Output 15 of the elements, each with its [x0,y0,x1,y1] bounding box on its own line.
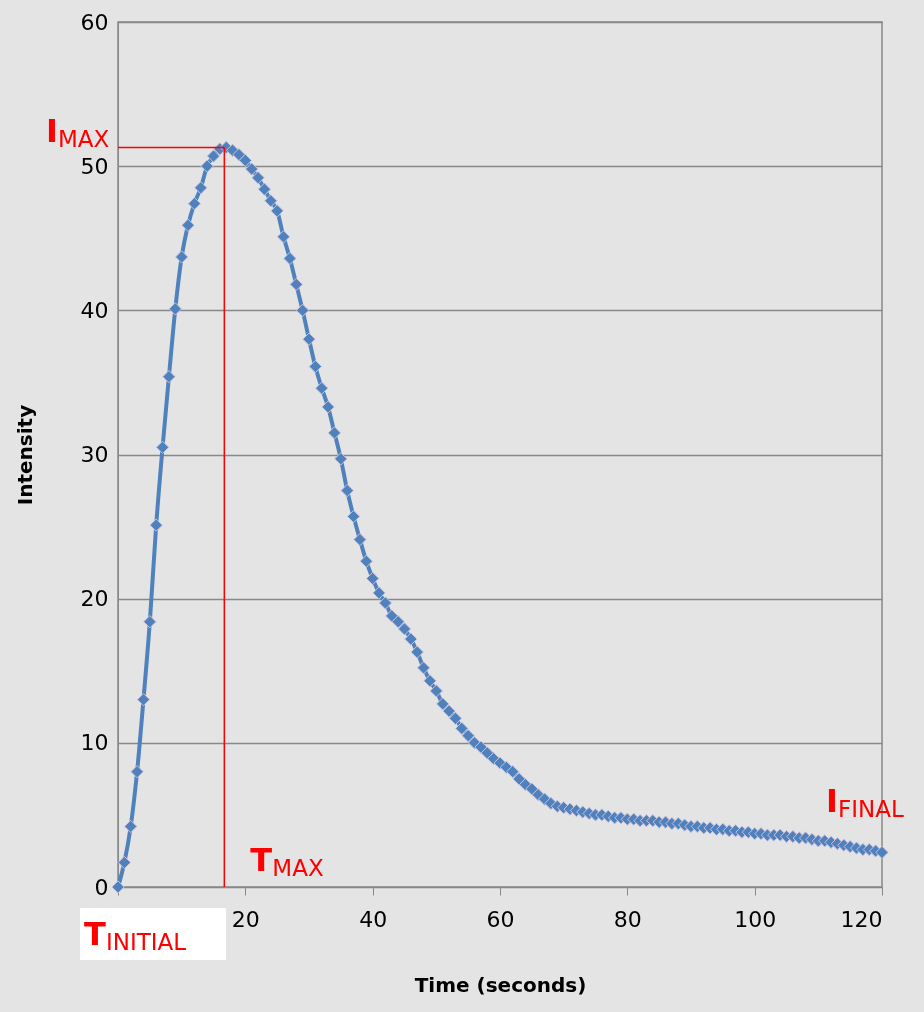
y-tick-label: 40 [80,297,109,323]
x-tick-label: 80 [613,906,642,932]
y-tick-label: 60 [80,9,109,35]
x-tick-label: 40 [359,906,388,932]
x-tick-label: 60 [486,906,515,932]
y-tick-label: 0 [94,874,109,900]
x-tick-label: 100 [734,906,777,932]
x-tick-label: 20 [231,906,260,932]
y-tick-label: 50 [80,153,109,179]
y-tick-label: 30 [80,442,109,467]
x-tick-label: 120 [840,906,883,932]
y-tick-label: 20 [80,586,109,612]
x-axis-title: Time (seconds) [414,972,587,997]
y-tick-label: 10 [80,730,109,756]
y-axis-title: Intensity [12,404,37,506]
